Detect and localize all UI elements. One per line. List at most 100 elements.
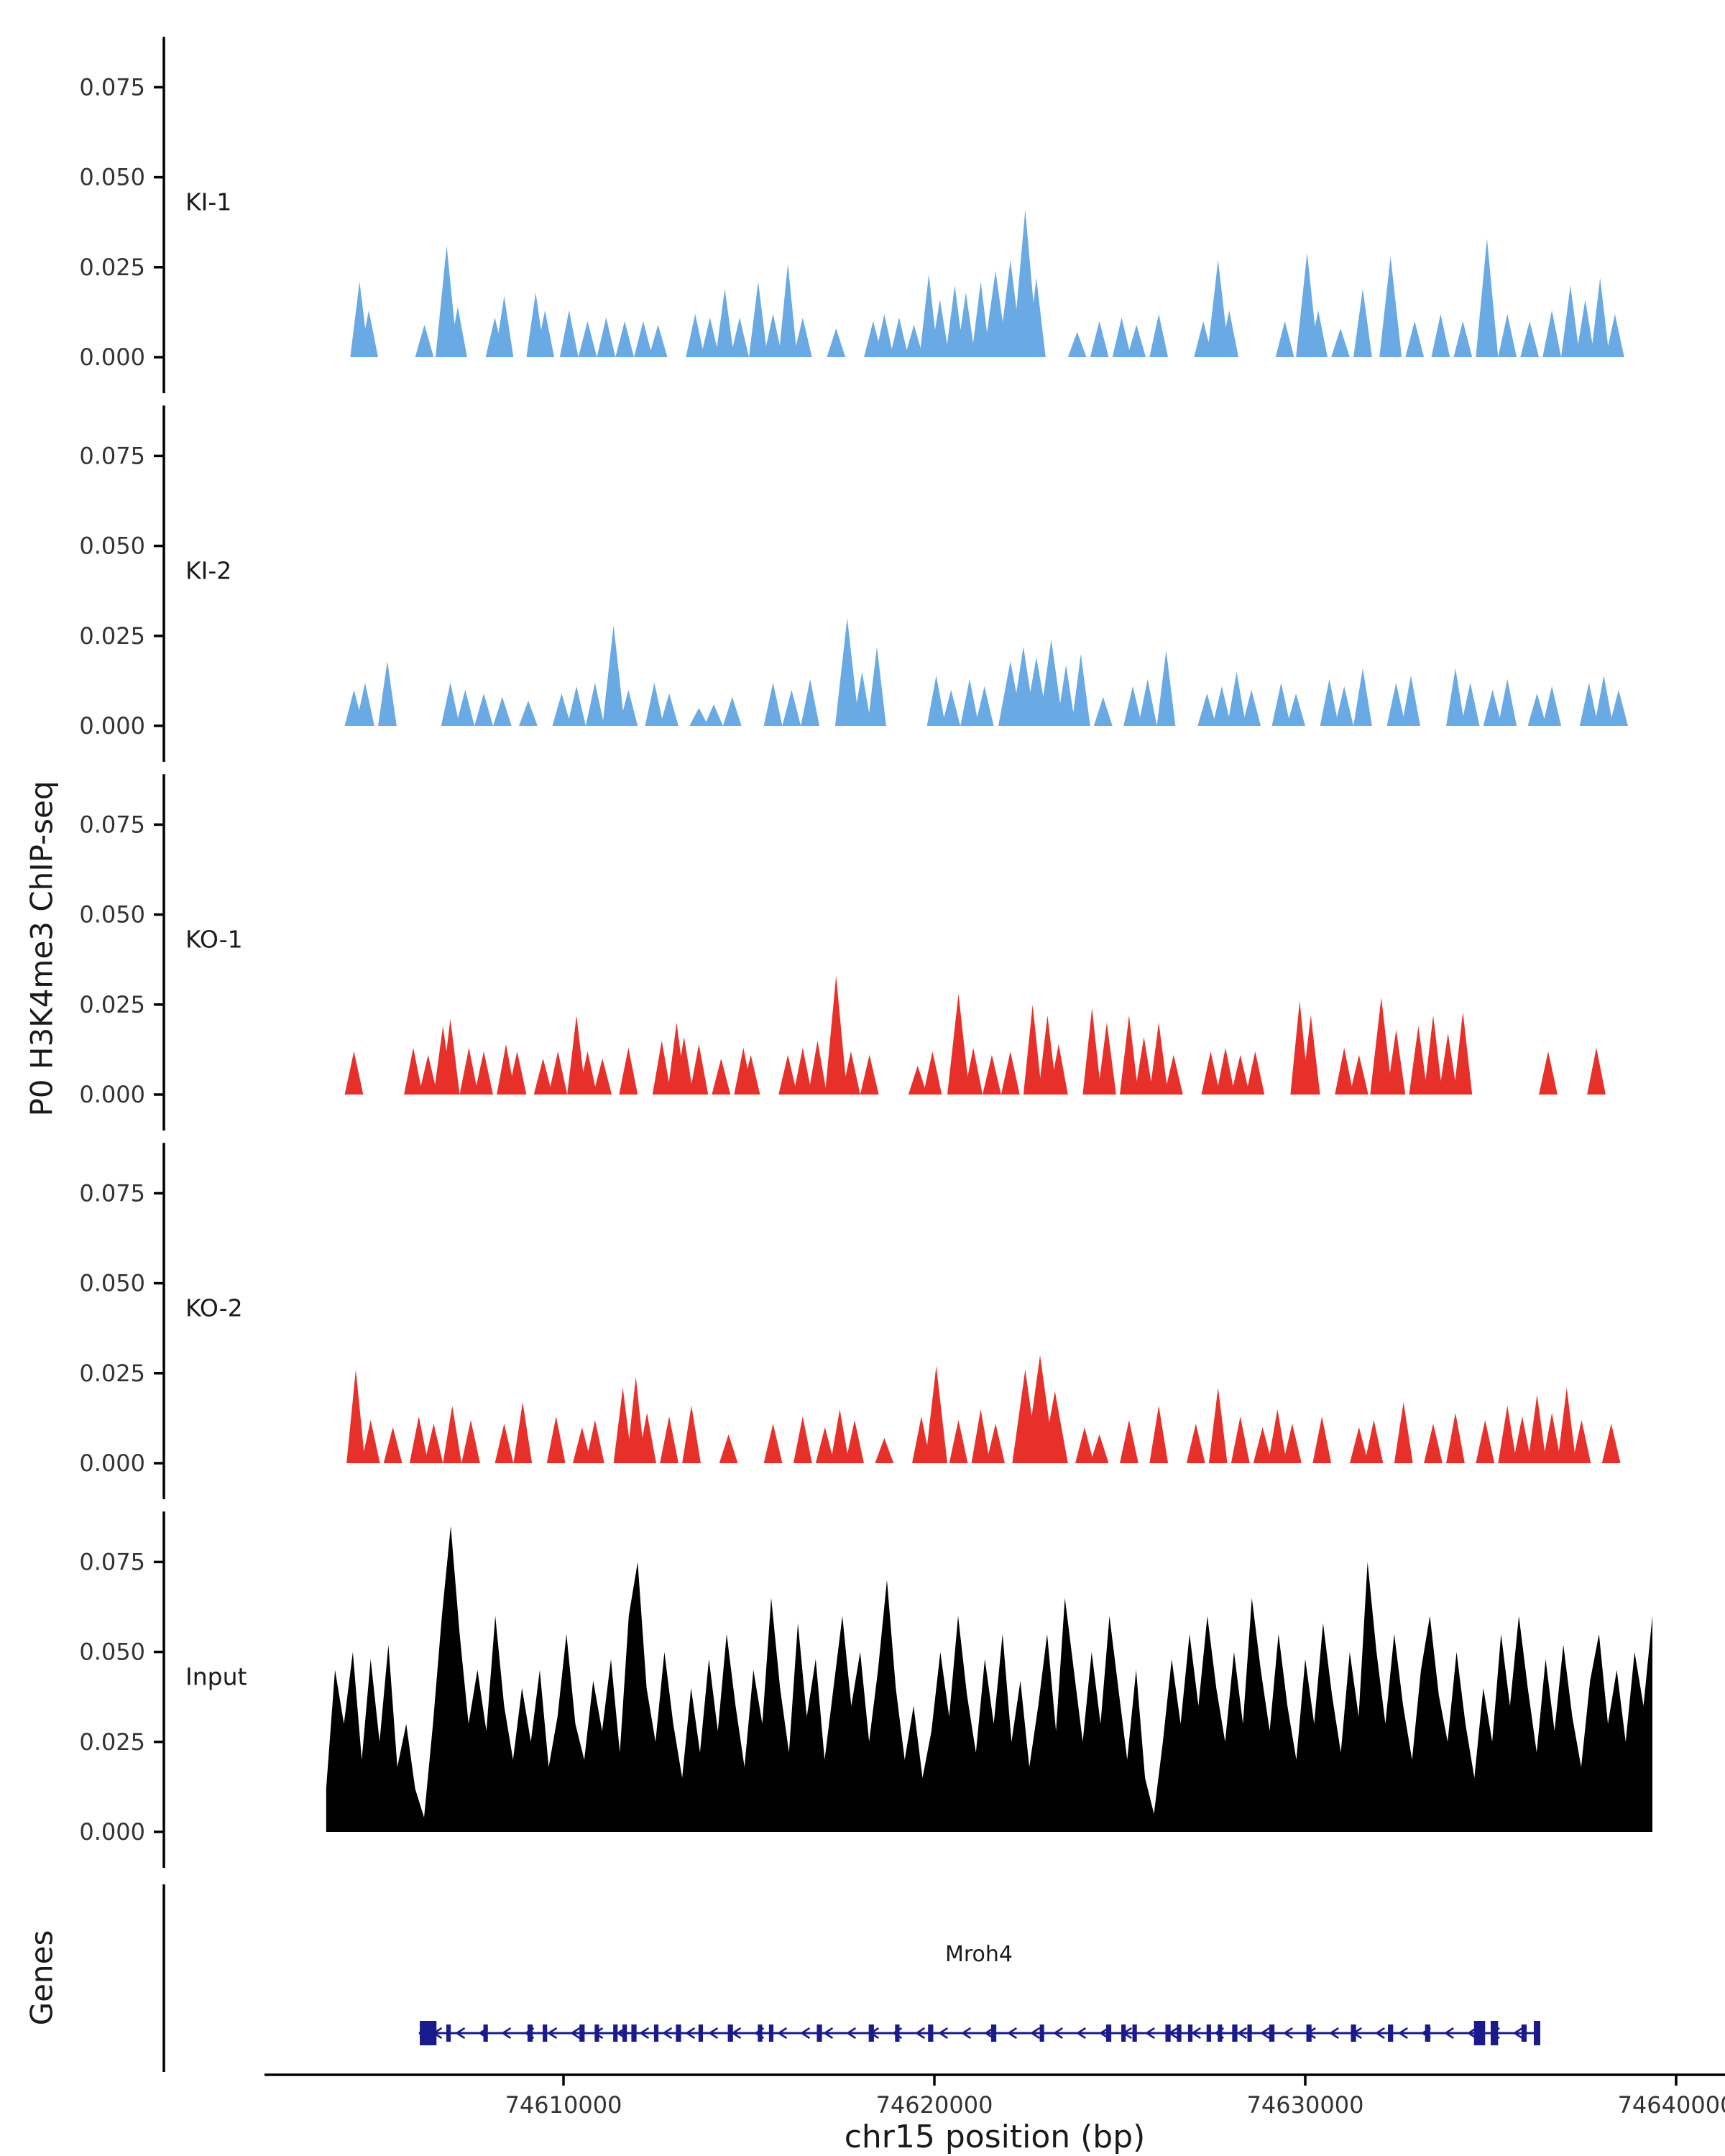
strand-arrow <box>570 2027 581 2040</box>
signal-peak <box>1127 324 1146 357</box>
gene-exon <box>727 2024 733 2042</box>
y-axis-title: P0 H3K4me3 ChIP-seq <box>24 780 60 1117</box>
gene-exon <box>1473 2021 1486 2045</box>
signal-peak <box>626 1376 645 1463</box>
gene-exon <box>928 2024 934 2042</box>
strand-arrow <box>1190 2027 1201 2040</box>
y-tick-label: 0.000 <box>79 1081 145 1108</box>
signal-peak <box>634 321 653 357</box>
signal-peak <box>652 1040 671 1095</box>
signal-peak <box>344 1051 364 1095</box>
signal-peak <box>1335 686 1354 726</box>
y-tick-label: 0.000 <box>79 344 145 371</box>
strand-arrow <box>1512 2027 1523 2040</box>
signal-peak <box>801 678 820 726</box>
signal-peak <box>1591 277 1610 357</box>
gene-exon <box>622 2024 627 2042</box>
signal-peak <box>585 1419 604 1463</box>
signal-peak <box>1557 1387 1576 1463</box>
signal-peak <box>778 1054 798 1095</box>
signal-peak <box>1301 1015 1320 1095</box>
signal-peak <box>749 281 768 357</box>
strand-arrow <box>662 2027 673 2040</box>
gene-exon <box>698 2024 704 2042</box>
signal-peak <box>1349 1054 1368 1095</box>
signal-peak <box>1253 1427 1272 1463</box>
signal-peak <box>619 1047 638 1095</box>
signal-peak <box>782 689 801 726</box>
gene-exon <box>483 2024 488 2042</box>
signal-peak <box>1331 328 1350 357</box>
y-tick-label: 0.075 <box>79 1179 145 1207</box>
signal-peak <box>494 295 514 357</box>
signal-peak <box>567 1015 586 1095</box>
x-axis-title: chr15 position (bp) <box>844 2119 1146 2155</box>
signal-peak <box>875 313 894 357</box>
signal-peak <box>1138 678 1157 726</box>
gene-exon <box>1247 2024 1252 2042</box>
signal-peak <box>1123 686 1142 726</box>
signal-peak <box>1512 1416 1532 1463</box>
signal-peak <box>1394 1401 1413 1463</box>
signal-peak <box>1498 678 1517 726</box>
signal-peak <box>852 671 872 726</box>
signal-peak <box>875 1437 894 1463</box>
signal-peak <box>378 660 397 726</box>
signal-peak <box>1498 313 1517 357</box>
signal-peak <box>548 1051 568 1095</box>
track-label-ko-1: KO-1 <box>185 926 243 954</box>
signal-peak <box>960 678 979 726</box>
signal-peak <box>1520 321 1540 357</box>
signal-peak <box>1527 1394 1547 1463</box>
signal-peak <box>356 682 374 726</box>
signal-peak <box>868 646 886 726</box>
signal-peak <box>904 324 924 357</box>
signal-peak <box>1049 1044 1068 1095</box>
signal-peak <box>1220 310 1239 357</box>
signal-peak <box>1268 1409 1287 1463</box>
y-tick-label: 0.025 <box>79 1728 145 1756</box>
signal-peak <box>1424 1423 1443 1463</box>
gene-exon <box>543 2024 548 2042</box>
signal-peak <box>383 1427 402 1463</box>
signal-peak <box>975 686 994 726</box>
signal-peak <box>585 682 604 726</box>
gene-exon <box>1521 2024 1527 2042</box>
signal-peak <box>964 1047 983 1095</box>
signal-peak <box>1156 650 1176 726</box>
signal-peak <box>741 1054 760 1095</box>
signal-peak <box>704 704 723 726</box>
strand-arrow <box>547 2027 558 2040</box>
y-tick-label: 0.025 <box>79 622 145 650</box>
signal-peak <box>492 696 512 726</box>
signal-peak <box>648 324 668 357</box>
y-tick-label: 0.000 <box>79 712 145 740</box>
signal-peak <box>1098 1022 1116 1095</box>
signal-peak <box>827 328 846 357</box>
signal-peak <box>638 1412 656 1463</box>
signal-peak <box>1067 331 1087 357</box>
signal-peak <box>834 617 860 726</box>
gene-exon <box>613 2024 618 2042</box>
signal-peak <box>424 1423 443 1463</box>
signal-peak <box>441 682 460 726</box>
signal-peak <box>730 317 749 357</box>
signal-peak <box>1405 321 1425 357</box>
signal-peak <box>824 975 847 1095</box>
signal-peak <box>1194 321 1213 357</box>
signal-peak <box>860 1054 879 1095</box>
signal-peak <box>1542 686 1562 726</box>
track-label-ki-1: KI-1 <box>185 188 231 216</box>
signal-peak <box>1431 313 1450 357</box>
signal-peak <box>808 1040 827 1095</box>
signal-peak <box>1227 671 1246 726</box>
signal-peak <box>712 1058 731 1095</box>
signal-peak <box>1402 675 1420 726</box>
y-tick-label: 0.025 <box>79 254 145 281</box>
gene-exon <box>1177 2024 1182 2042</box>
y-tick-label: 0.000 <box>79 1450 145 1477</box>
signal-peak <box>1609 689 1628 726</box>
signal-peak <box>533 1058 553 1095</box>
y-tick-label: 0.050 <box>79 1639 145 1666</box>
signal-peak <box>912 1416 931 1463</box>
